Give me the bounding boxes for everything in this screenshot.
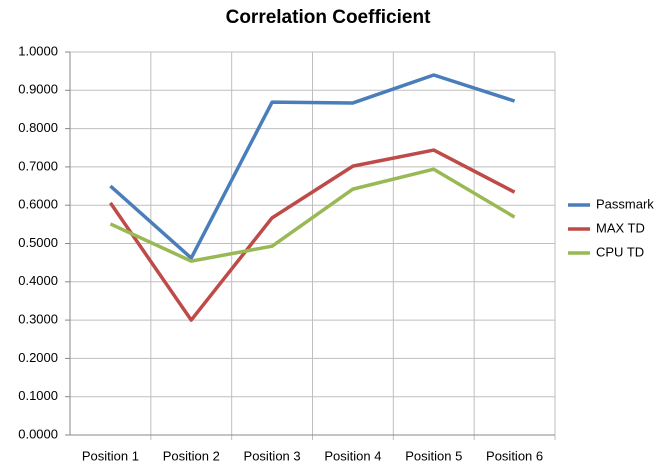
- legend-label: CPU TD: [596, 244, 644, 259]
- y-tick-label: 0.8000: [18, 120, 58, 135]
- x-tick-label: Position 1: [82, 448, 139, 463]
- y-tick-label: 0.1000: [18, 388, 58, 403]
- x-tick-label: Position 3: [244, 448, 301, 463]
- y-tick-label: 0.0000: [18, 426, 58, 441]
- series-line: [109, 73, 516, 260]
- y-tick-label: 0.9000: [18, 82, 58, 97]
- x-tick-label: Position 6: [486, 448, 543, 463]
- x-tick-label: Position 4: [324, 448, 381, 463]
- x-tick-label: Position 2: [163, 448, 220, 463]
- legend-label: MAX TD: [596, 220, 645, 235]
- y-tick-label: 0.6000: [18, 197, 58, 212]
- y-tick-label: 0.2000: [18, 350, 58, 365]
- x-tick-label: Position 5: [405, 448, 462, 463]
- y-tick-label: 0.3000: [18, 312, 58, 327]
- y-tick-label: 0.4000: [18, 273, 58, 288]
- y-tick-label: 0.7000: [18, 158, 58, 173]
- legend-label: Passmark: [596, 196, 654, 211]
- series-line: [108, 148, 516, 322]
- chart-title: Correlation Coefficient: [226, 7, 431, 28]
- y-tick-label: 0.5000: [18, 235, 58, 250]
- series-line: [109, 167, 516, 263]
- y-tick-label: 1.0000: [18, 43, 58, 58]
